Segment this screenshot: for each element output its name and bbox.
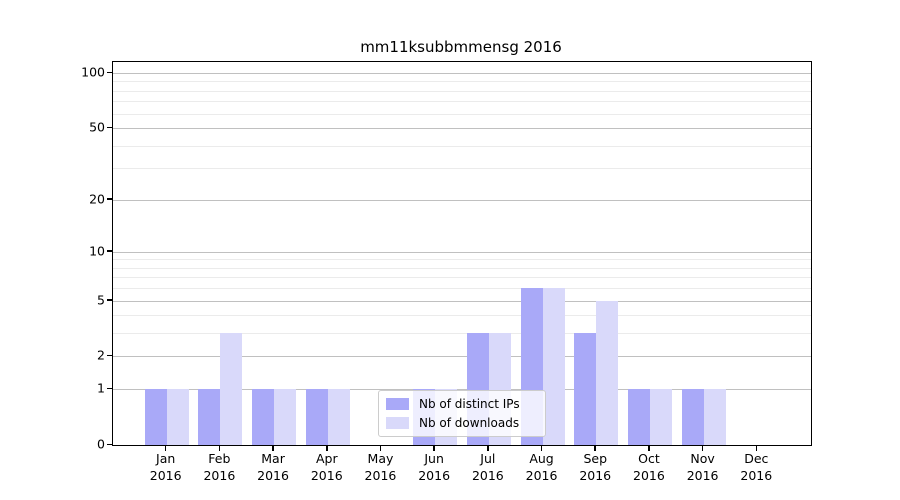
minor-gridline <box>113 168 811 170</box>
x-tick-mark <box>433 445 435 451</box>
x-tick-mark <box>540 445 543 451</box>
minor-gridline <box>113 277 811 279</box>
bar-distinct-ips <box>252 389 275 445</box>
x-tick-mark <box>755 445 758 451</box>
minor-gridline <box>113 259 811 261</box>
legend: Nb of distinct IPs Nb of downloads <box>378 390 546 437</box>
minor-gridline <box>113 145 811 147</box>
minor-gridline <box>113 90 811 92</box>
y-tick-label: 50 <box>89 119 105 135</box>
minor-gridline <box>113 267 811 269</box>
bar-distinct-ips <box>627 389 650 445</box>
x-tick-label: Aug 2016 <box>525 451 558 483</box>
bar-distinct-ips <box>305 389 328 445</box>
y-tick-mark <box>107 198 112 200</box>
bar-downloads <box>703 389 726 445</box>
minor-gridline <box>113 315 811 317</box>
x-tick-mark <box>648 445 650 451</box>
major-gridline <box>113 389 811 391</box>
minor-gridline <box>113 81 811 83</box>
y-tick-mark <box>107 354 112 357</box>
minor-gridline <box>113 113 811 115</box>
major-gridline <box>113 73 811 75</box>
bar-distinct-ips <box>574 333 597 445</box>
y-tick-label: 1 <box>97 380 105 396</box>
legend-label-downloads: Nb of downloads <box>419 416 520 430</box>
y-tick-label: 100 <box>81 64 105 80</box>
bar-downloads <box>274 389 297 445</box>
x-tick-mark <box>272 445 274 451</box>
y-tick-mark <box>107 443 112 445</box>
x-tick-label: Jul 2016 <box>471 451 504 483</box>
bar-distinct-ips <box>198 389 221 445</box>
major-gridline <box>113 300 811 302</box>
major-gridline <box>113 251 811 253</box>
x-tick-label: Dec 2016 <box>740 451 773 483</box>
minor-gridline <box>113 333 811 335</box>
bar-downloads <box>166 389 189 445</box>
y-tick-label: 0 <box>97 436 105 452</box>
x-tick-label: Jun 2016 <box>418 451 451 483</box>
legend-swatch-downloads <box>386 417 409 429</box>
x-tick-label: May 2016 <box>364 451 397 483</box>
chart-title: mm11ksubbmmensg 2016 <box>360 38 562 56</box>
bar-distinct-ips <box>681 389 704 445</box>
y-tick-label: 2 <box>97 347 105 363</box>
x-tick-mark <box>218 445 221 451</box>
minor-gridline <box>113 101 811 103</box>
bar-downloads <box>649 389 672 445</box>
x-tick-mark <box>487 445 489 451</box>
major-gridline <box>113 128 811 130</box>
y-tick-label: 20 <box>89 191 105 207</box>
legend-entry-distinct-ips: Nb of distinct IPs <box>386 397 537 411</box>
y-tick-label: 5 <box>97 292 105 308</box>
x-tick-label: Nov 2016 <box>686 451 719 483</box>
y-tick-mark <box>107 299 112 301</box>
x-tick-label: Jan 2016 <box>149 451 182 483</box>
plot-area <box>112 61 812 446</box>
bar-distinct-ips <box>144 389 167 445</box>
y-tick-label: 10 <box>89 243 105 259</box>
bar-downloads <box>327 389 350 445</box>
y-tick-mark <box>107 387 112 390</box>
x-tick-label: Apr 2016 <box>310 451 343 483</box>
major-gridline <box>113 356 811 358</box>
bar-downloads <box>542 288 565 445</box>
bar-downloads <box>220 333 243 445</box>
y-tick-mark <box>107 250 112 252</box>
y-tick-mark <box>107 126 112 129</box>
major-gridline <box>113 199 811 201</box>
legend-swatch-distinct-ips <box>386 398 409 410</box>
y-tick-mark <box>107 71 112 74</box>
x-tick-mark <box>379 445 382 451</box>
x-tick-label: Oct 2016 <box>633 451 665 483</box>
x-tick-label: Sep 2016 <box>579 451 612 483</box>
x-tick-label: Mar 2016 <box>257 451 289 483</box>
x-tick-mark <box>701 445 704 451</box>
x-tick-label: Feb 2016 <box>203 451 236 483</box>
x-tick-mark <box>164 445 167 451</box>
x-tick-mark <box>326 445 328 451</box>
bar-downloads <box>596 300 619 445</box>
minor-gridline <box>113 288 811 290</box>
legend-entry-downloads: Nb of downloads <box>386 416 537 430</box>
legend-label-distinct-ips: Nb of distinct IPs <box>419 397 520 411</box>
x-tick-mark <box>594 445 596 451</box>
